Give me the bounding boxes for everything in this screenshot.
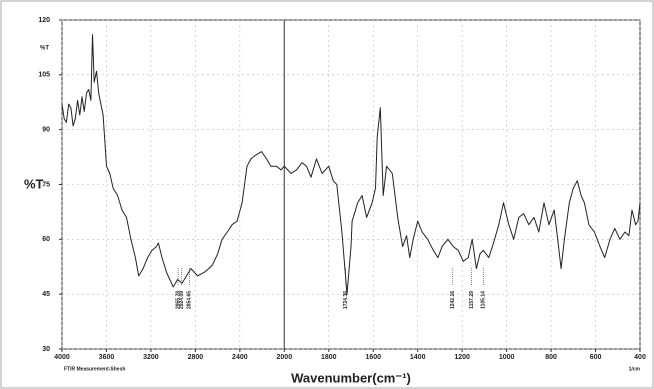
y-tick-label: 60 <box>42 236 50 243</box>
x-tick-label: 1800 <box>321 354 337 361</box>
x-tick-label: 1000 <box>499 354 515 361</box>
y-unit-label: %T <box>40 46 49 52</box>
x-unit-label: 1/cm <box>629 366 641 372</box>
annotation-label: 1724.36 <box>343 291 349 309</box>
x-tick-label: 4000 <box>54 354 70 361</box>
x-axis-label: Wavenumber(cm⁻¹) <box>291 370 411 385</box>
x-tick-label: 2000 <box>277 354 293 361</box>
x-tick-label: 400 <box>634 354 646 361</box>
annotation-label: 1105.14 <box>481 291 487 309</box>
x-tick-label: 1400 <box>410 354 426 361</box>
y-tick-label: 90 <box>42 127 50 134</box>
annotation-label: 2955.78 <box>175 291 181 309</box>
x-tick-label: 3600 <box>99 354 115 361</box>
y-tick-label: 75 <box>42 181 50 188</box>
x-tick-label: 3200 <box>143 354 159 361</box>
x-tick-label: 1600 <box>365 354 381 361</box>
y-tick-label: 105 <box>38 72 50 79</box>
y-axis-label: %T <box>24 176 44 191</box>
x-tick-label: 1200 <box>454 354 470 361</box>
y-tick-label: 45 <box>42 291 50 298</box>
annotation-label: 1157.29 <box>469 291 475 309</box>
annotation-label: 2854.65 <box>187 291 193 309</box>
annotation-label: 2924.09 <box>179 291 185 309</box>
annotation-label: 1242.16 <box>450 291 456 309</box>
x-tick-label: 2400 <box>232 354 248 361</box>
footer: FTIR Measurement-Shesh <box>64 366 125 372</box>
y-tick-label: 30 <box>42 346 50 353</box>
spectrum-line <box>61 34 641 295</box>
x-tick-label: 600 <box>590 354 602 361</box>
y-tick-label: 120 <box>38 17 50 24</box>
x-tick-label: 800 <box>545 354 557 361</box>
x-tick-label: 2800 <box>188 354 204 361</box>
